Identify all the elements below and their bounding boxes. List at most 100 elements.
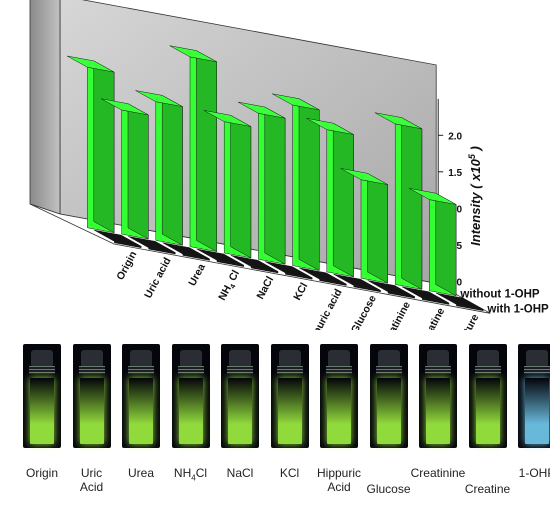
vial-fluorescence — [228, 378, 252, 444]
bar-without-1-ohp-9 — [374, 112, 423, 290]
vial-cap — [476, 350, 499, 366]
vial-5 — [270, 344, 309, 448]
vial-label: NH4Cl — [162, 466, 220, 485]
category-label: Creatine — [417, 306, 447, 330]
vial-cap — [278, 350, 301, 366]
bar-with-1-ohp-6 — [299, 267, 347, 286]
bar-with-1-ohp-8 — [367, 280, 415, 299]
series-label: with 1-OHP — [486, 303, 549, 315]
vial-label-line: Origin — [25, 466, 58, 480]
series-labels: without 1-OHP with 1-OHP — [459, 288, 549, 315]
vial-neck — [128, 366, 154, 374]
vial-fluorescence — [30, 378, 54, 444]
vial-cap — [328, 350, 350, 366]
bar-without-1-ohp-6 — [272, 93, 320, 271]
bar-without-1-ohp-10 — [408, 188, 457, 297]
vial-label: NaCl — [211, 466, 269, 480]
vial-7 — [369, 344, 408, 448]
vial-neck — [425, 366, 451, 374]
category-label: Origin — [114, 249, 139, 282]
category-label: Creatinine — [378, 300, 413, 330]
vial-label-line: Acid — [327, 480, 351, 494]
category-label: Hippuric acid — [303, 287, 345, 330]
vial-fluorescence — [327, 378, 351, 444]
bar-without-1-ohp-3 — [169, 45, 217, 253]
vial-label-line: NH4Cl — [173, 466, 208, 483]
vial-fluorescence — [129, 378, 153, 444]
vial-cap — [80, 350, 103, 366]
category-label: Mixture — [453, 312, 481, 330]
category-label: NaCl — [254, 274, 276, 301]
vial-9 — [468, 344, 507, 448]
bar-with-1-ohp-4 — [230, 255, 279, 274]
vial-6 — [320, 344, 358, 448]
vial-fluorescence — [277, 378, 302, 444]
vial-neck — [78, 366, 105, 374]
vial-fluorescence — [426, 378, 450, 444]
bar-with-1-ohp-0 — [93, 229, 142, 249]
vial-label-line: Creatinine — [410, 466, 466, 480]
vial-2 — [122, 344, 160, 448]
vial-4 — [221, 344, 259, 448]
series-label: without 1-OHP — [459, 288, 540, 300]
vial-label: KCl — [261, 466, 319, 480]
vial-fluorescence — [475, 378, 500, 444]
category-label: Glucose — [349, 293, 379, 330]
vial-cap — [427, 350, 449, 366]
vial-0 — [23, 344, 61, 448]
y-axis-label: Intensity ( x105 ) — [467, 146, 483, 246]
y-tick-label: 2.0 — [448, 131, 462, 142]
bar-without-1-ohp-8 — [340, 168, 388, 284]
vial-neck — [177, 366, 204, 374]
vial-cap — [526, 350, 548, 366]
bar-with-1-ohp-9 — [401, 286, 450, 305]
bar-with-1-ohp-5 — [264, 261, 313, 280]
vial-neck — [474, 366, 501, 374]
bar-without-1-ohp-5 — [237, 101, 286, 265]
vial-label-line: Urea — [127, 466, 154, 480]
bar-with-1-ohp-7 — [333, 273, 381, 293]
vial-label: Uric Acid — [63, 466, 121, 494]
vial-label-line: Hippuric — [316, 466, 361, 480]
bar-with-1-ohp-10 — [435, 292, 484, 312]
category-label: KCl — [291, 281, 310, 303]
vial-cap — [31, 350, 53, 366]
vial-neck — [375, 366, 402, 374]
vial-neck — [326, 366, 352, 374]
vial-label-line: 1-OHP — [518, 466, 550, 480]
bar-with-1-ohp-1 — [128, 236, 176, 255]
bar-without-1-ohp-4 — [203, 110, 252, 259]
category-label: NH4 Cl — [216, 268, 244, 303]
vial-label-line: Uric — [80, 466, 103, 480]
vial-3 — [171, 344, 210, 448]
vial-cap — [179, 350, 202, 366]
vial-neck — [524, 366, 550, 374]
vial-label: Creatine — [459, 482, 517, 496]
category-label: Urea — [186, 262, 208, 288]
vial-fluorescence — [525, 378, 549, 444]
vial-neck — [276, 366, 303, 374]
vial-photo-strip: Origin Uric Acid Urea NH4Cl NaCl KCl Hippuric Ac… — [0, 330, 550, 522]
bar-with-1-ohp-2 — [162, 242, 210, 261]
bars — [66, 45, 484, 312]
vial-label-line: KCl — [279, 466, 300, 480]
bar-without-1-ohp-1 — [101, 98, 149, 240]
vial-label: Creatinine — [409, 466, 467, 480]
vial-label: Glucose — [360, 482, 418, 496]
vial-10 — [518, 344, 550, 448]
vial-neck — [29, 366, 55, 374]
vial-1 — [72, 344, 111, 448]
side-wall — [29, 0, 61, 215]
vial-label: 1-OHP — [508, 466, 550, 480]
vial-neck — [227, 366, 253, 374]
y-tick-label: 1.5 — [448, 168, 462, 179]
vial-fluorescence — [79, 378, 104, 444]
bar-with-1-ohp-3 — [196, 248, 244, 268]
vial-8 — [419, 344, 457, 448]
vial-label-line: Creatine — [464, 482, 511, 496]
vial-label-line: Acid — [79, 480, 104, 494]
vial-fluorescence — [376, 378, 401, 444]
bar-without-1-ohp-7 — [306, 118, 354, 278]
bar-without-1-ohp-0 — [66, 55, 115, 234]
